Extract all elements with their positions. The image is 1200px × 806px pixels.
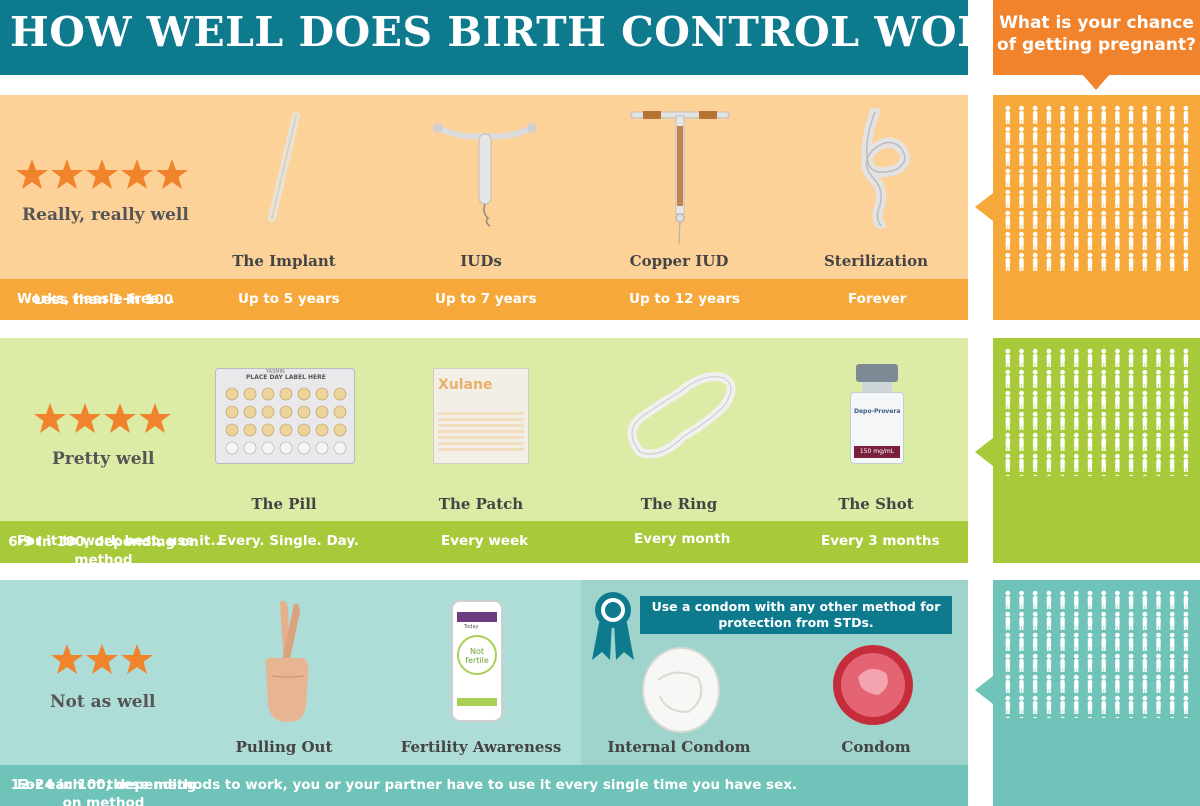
internal-condom-icon xyxy=(642,647,720,733)
patch-icon: Xulane xyxy=(433,368,529,464)
tier2-band: For it to work best, use it... Every. Si… xyxy=(0,521,968,563)
duration-copper-iud: Up to 12 years xyxy=(629,291,740,307)
chance-value-tier2: 6-9 in 100, depending on method xyxy=(8,534,199,568)
tier3-stars xyxy=(50,643,155,675)
implant-rod-icon xyxy=(268,112,300,222)
title-bar: HOW WELL DOES BIRTH CONTROL WORK? xyxy=(0,0,1052,75)
condom-note: Use a condom with any other method for p… xyxy=(640,596,952,634)
people-grid-icon xyxy=(1001,348,1193,476)
page-title: HOW WELL DOES BIRTH CONTROL WORK? xyxy=(10,8,1053,56)
duration-sterilization: Forever xyxy=(848,291,907,307)
method-label-iuds: IUDs xyxy=(460,252,502,270)
knot-icon xyxy=(861,108,910,228)
method-label-implant: The Implant xyxy=(232,252,336,270)
band-note: For each of these methods to work, you o… xyxy=(17,777,798,793)
tier2-rating: Pretty well xyxy=(52,449,155,469)
pill-pack-brand: YASMIN xyxy=(266,369,285,375)
condom-icon xyxy=(833,645,913,725)
method-label-condom: Condom xyxy=(841,738,911,756)
method-label-sterilization: Sterilization xyxy=(823,252,929,270)
iud-icon xyxy=(433,123,537,227)
pointer-tier1 xyxy=(975,193,993,221)
star-icon xyxy=(16,159,48,189)
vial-icon: Depo-Provera 150 mg/mL xyxy=(850,364,904,464)
pointer-tier3 xyxy=(975,676,993,704)
chance-value-tier1: Less than 1 in 100 xyxy=(33,292,174,308)
method-label-pill: The Pill xyxy=(251,495,317,513)
method-label-internal-condom: Internal Condom xyxy=(607,738,751,756)
method-label-pulling-out: Pulling Out xyxy=(235,738,333,756)
duration-shot: Every 3 months xyxy=(821,533,940,549)
star-icon xyxy=(121,644,153,674)
phone-app-icon: Today Not fertile xyxy=(451,600,503,722)
star-icon xyxy=(86,644,118,674)
crossed-fingers-icon xyxy=(265,600,309,722)
method-label-ring: The Ring xyxy=(640,495,718,513)
star-icon xyxy=(156,159,188,189)
tier2-stars xyxy=(33,402,173,434)
duration-implant: Up to 5 years xyxy=(238,291,340,307)
tier1-band: Works, hassle-free... Up to 5 years Up t… xyxy=(0,279,968,320)
duration-iuds: Up to 7 years xyxy=(435,291,537,307)
band-intro: For it to work best, use it... xyxy=(17,533,226,549)
vial-brand: Depo-Provera xyxy=(854,408,901,415)
vial-dose: 150 mg/mL xyxy=(854,446,900,458)
people-grid-icon xyxy=(1001,105,1193,273)
chance-column-tier1 xyxy=(993,95,1200,320)
chance-header: What is your chance of getting pregnant? xyxy=(993,0,1200,75)
star-icon xyxy=(69,403,101,433)
copper-iud-icon xyxy=(630,111,730,245)
people-grid-icon xyxy=(1001,590,1193,718)
chance-column-tier3 xyxy=(993,580,1200,806)
chance-question: What is your chance of getting pregnant? xyxy=(997,13,1196,55)
star-icon xyxy=(121,159,153,189)
duration-ring: Every month xyxy=(634,531,731,547)
star-icon xyxy=(86,159,118,189)
band-intro: Works, hassle-free... xyxy=(17,291,175,307)
chance-pointer xyxy=(1082,74,1110,90)
duration-patch: Every week xyxy=(441,533,529,549)
star-icon xyxy=(51,159,83,189)
method-label-shot: The Shot xyxy=(838,495,914,513)
duration-pill: Every. Single. Day. xyxy=(218,533,360,549)
method-label-copper-iud: Copper IUD xyxy=(629,252,729,270)
method-label-fertility-awareness: Fertility Awareness xyxy=(400,738,562,756)
chance-value-tier3: 12-24 in 100, depending on method xyxy=(10,777,197,806)
method-label-patch: The Patch xyxy=(438,495,524,513)
pointer-tier2 xyxy=(975,438,993,466)
chance-column-tier2 xyxy=(993,338,1200,563)
star-icon xyxy=(34,403,66,433)
tier3-band: For each of these methods to work, you o… xyxy=(0,765,968,806)
app-day: Today xyxy=(464,624,479,630)
pill-pack-icon: PLACE DAY LABEL HERE YASMIN xyxy=(215,368,355,464)
tier3-rating: Not as well xyxy=(50,692,156,712)
tier1-stars xyxy=(15,158,190,190)
star-icon xyxy=(104,403,136,433)
award-ribbon-icon xyxy=(592,592,634,660)
pill-pack-label: PLACE DAY LABEL HERE xyxy=(246,374,326,381)
star-icon xyxy=(139,403,171,433)
patch-brand: Xulane xyxy=(438,377,493,393)
app-status: Not fertile xyxy=(457,635,497,675)
tier1-rating: Really, really well xyxy=(22,205,189,225)
star-icon xyxy=(51,644,83,674)
ring-icon xyxy=(627,372,736,459)
pill-grid xyxy=(225,387,347,455)
